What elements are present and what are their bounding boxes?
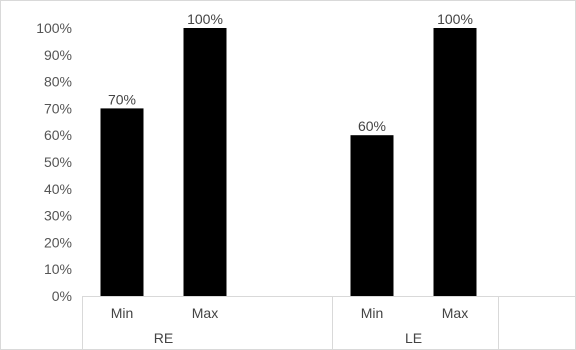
data-label: 100% [187,11,223,27]
data-labels: 70% 100% 60% 100% [108,11,473,134]
y-tick-label: 50% [44,154,72,170]
y-tick-label: 0% [52,288,72,304]
y-tick-label: 100% [36,20,72,36]
bar-re-max [183,28,227,296]
bar-le-max [433,28,477,296]
y-tick-label: 70% [44,100,72,116]
x-category-label: Min [361,305,384,321]
x-category-label: Min [111,305,134,321]
x-axis: Min Max RE Min Max LE [82,296,576,350]
x-category-label: Max [192,305,218,321]
bar-re-min [100,108,144,297]
data-label: 60% [358,118,386,134]
x-group-label: RE [154,330,173,346]
y-tick-label: 20% [44,234,72,250]
y-tick-label: 90% [44,47,72,63]
x-group-label: LE [405,330,422,346]
y-tick-label: 40% [44,181,72,197]
data-label: 100% [437,11,473,27]
x-category-label: Max [442,305,468,321]
data-label: 70% [108,91,136,107]
bars [100,28,477,297]
y-tick-label: 60% [44,127,72,143]
y-tick-label: 30% [44,208,72,224]
bar-le-min [350,135,394,296]
y-axis: 0% 10% 20% 30% 40% 50% 60% 70% 80% 90% 100% [36,20,72,304]
y-tick-label: 10% [44,261,72,277]
y-tick-label: 80% [44,74,72,90]
